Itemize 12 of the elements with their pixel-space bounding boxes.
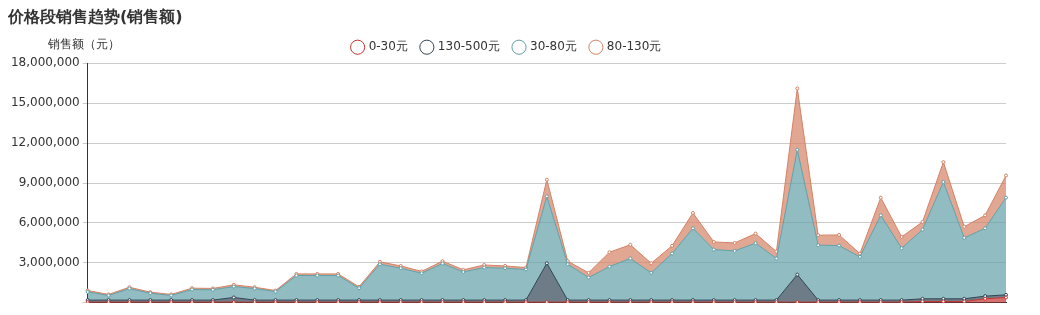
legend-label: 0-30元 — [368, 39, 408, 54]
legend-label: 80-130元 — [606, 39, 662, 54]
y-tick-label: 15,000,000 — [10, 95, 80, 110]
legend-label: 30-80元 — [530, 39, 577, 54]
y-tick-label: 18,000,000 — [10, 55, 80, 70]
y-tick-label: 12,000,000 — [10, 135, 80, 150]
y-tick-label: 3,000,000 — [18, 254, 80, 269]
y-tick-label: 6,000,000 — [18, 215, 80, 230]
y-axis-title: 销售额（元） — [46, 37, 120, 52]
y-tick-label: 9,000,000 — [18, 175, 80, 190]
legend-label: 130-500元 — [437, 39, 500, 54]
chart-title: 价格段销售趋势(销售额) — [7, 6, 183, 26]
